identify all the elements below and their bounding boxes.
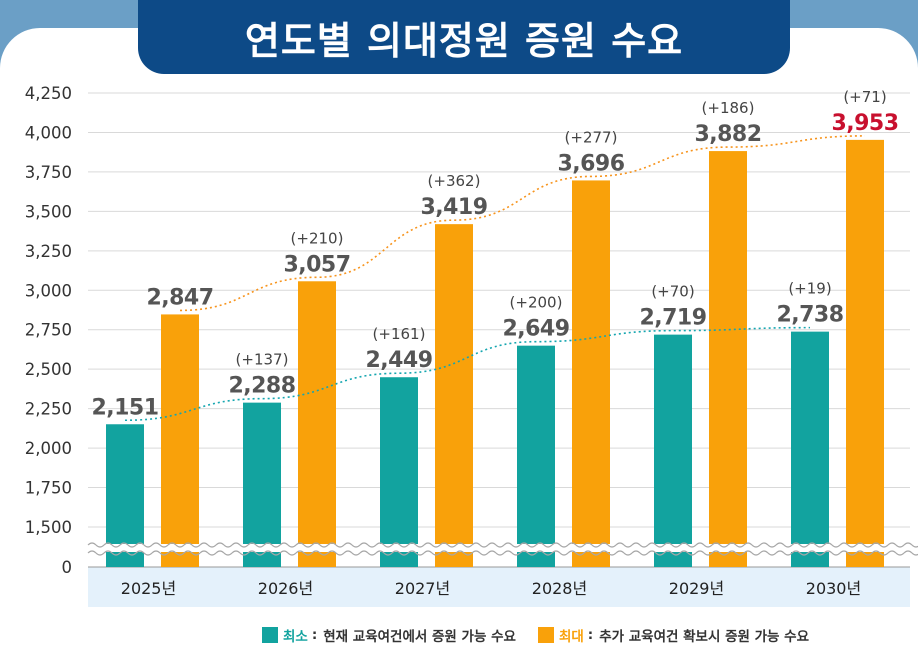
bar-min [380, 377, 418, 567]
bar-max [572, 180, 610, 567]
trend-line-min [124, 326, 811, 422]
x-tick-label: 2026년 [258, 579, 313, 598]
trend-line-max [179, 135, 866, 312]
legend-desc-max: 추가 교육여건 확보시 증원 가능 수요 [599, 629, 809, 645]
x-tick-label: 2027년 [395, 579, 450, 598]
y-tick-label: 3,250 [25, 242, 72, 261]
y-tick-label: 3,750 [25, 163, 72, 182]
x-tick-label: 2029년 [669, 579, 724, 598]
y-tick-label: 4,250 [25, 84, 72, 103]
increment-label: (+137) [236, 351, 289, 369]
data-label: 2,649 [502, 317, 569, 342]
increment-label: (+362) [428, 172, 481, 190]
legend-item-min: 최소 : 현재 교육여건에서 증원 가능 수요 [262, 625, 516, 645]
increment-label: (+200) [510, 294, 563, 312]
legend-desc-min: 현재 교육여건에서 증원 가능 수요 [323, 629, 516, 645]
data-label: 2,719 [639, 306, 706, 331]
data-label: 2,738 [776, 303, 843, 328]
x-axis-band [88, 567, 910, 607]
bar-max [709, 151, 747, 567]
bar-min [654, 334, 692, 567]
y-tick-label: 2,750 [25, 321, 72, 340]
y-tick-label: 0 [62, 558, 73, 577]
x-tick-label: 2025년 [121, 579, 176, 598]
bar-chart: 0 1,500 1,750 2,000 2,250 2,500 2,750 3,000 3,25… [25, 84, 918, 607]
legend-swatch-min [262, 627, 278, 643]
increment-label: (+71) [843, 88, 886, 106]
y-tick-label: 3,000 [25, 281, 72, 300]
legend-separator: : [587, 627, 594, 643]
bar-min [791, 331, 829, 567]
y-tick-label: 1,500 [25, 518, 72, 537]
y-tick-label: 2,500 [25, 360, 72, 379]
y-tick-label: 2,000 [25, 439, 72, 458]
data-label: 3,696 [557, 151, 624, 176]
bar-max [846, 139, 884, 567]
legend-item-max: 최대 : 추가 교육여건 확보시 증원 가능 수요 [537, 625, 809, 645]
page-title: 연도별 의대정원 증원 수요 [138, 0, 790, 74]
increment-label: (+277) [565, 128, 618, 146]
increment-label: (+186) [702, 99, 755, 117]
legend-key-min: 최소 [283, 629, 308, 645]
data-label: 3,057 [283, 252, 350, 277]
legend-separator: : [311, 627, 318, 643]
legend: 최소 : 현재 교육여건에서 증원 가능 수요 최대 : 추가 교육여건 확보시… [262, 624, 831, 646]
y-tick-label: 2,250 [25, 400, 72, 419]
increment-label: (+19) [788, 280, 831, 298]
axis-break-line [87, 542, 918, 548]
data-label: 2,151 [91, 395, 158, 420]
legend-swatch-max [537, 627, 554, 643]
data-label: 3,882 [694, 122, 761, 147]
y-tick-label: 4,000 [25, 123, 72, 142]
axis-break-line [87, 550, 918, 556]
axis-break-band [88, 544, 910, 552]
y-tick-label: 1,750 [25, 479, 72, 498]
data-label: 2,847 [146, 285, 213, 310]
bar-max [161, 314, 199, 567]
bar-max [298, 281, 336, 567]
data-label: 3,419 [420, 195, 487, 220]
x-tick-label: 2028년 [532, 579, 587, 598]
data-label: 2,449 [365, 348, 432, 373]
x-tick-label: 2030년 [806, 579, 861, 598]
bar-min [243, 402, 281, 567]
data-label: 3,953 [831, 111, 898, 136]
increment-label: (+70) [651, 283, 694, 301]
increment-label: (+210) [291, 229, 344, 247]
increment-label: (+161) [373, 325, 426, 343]
bar-max [435, 224, 473, 567]
legend-key-max: 최대 [558, 629, 584, 645]
bar-min [517, 345, 555, 567]
data-label: 2,288 [228, 374, 295, 399]
y-tick-label: 3,500 [25, 202, 72, 221]
